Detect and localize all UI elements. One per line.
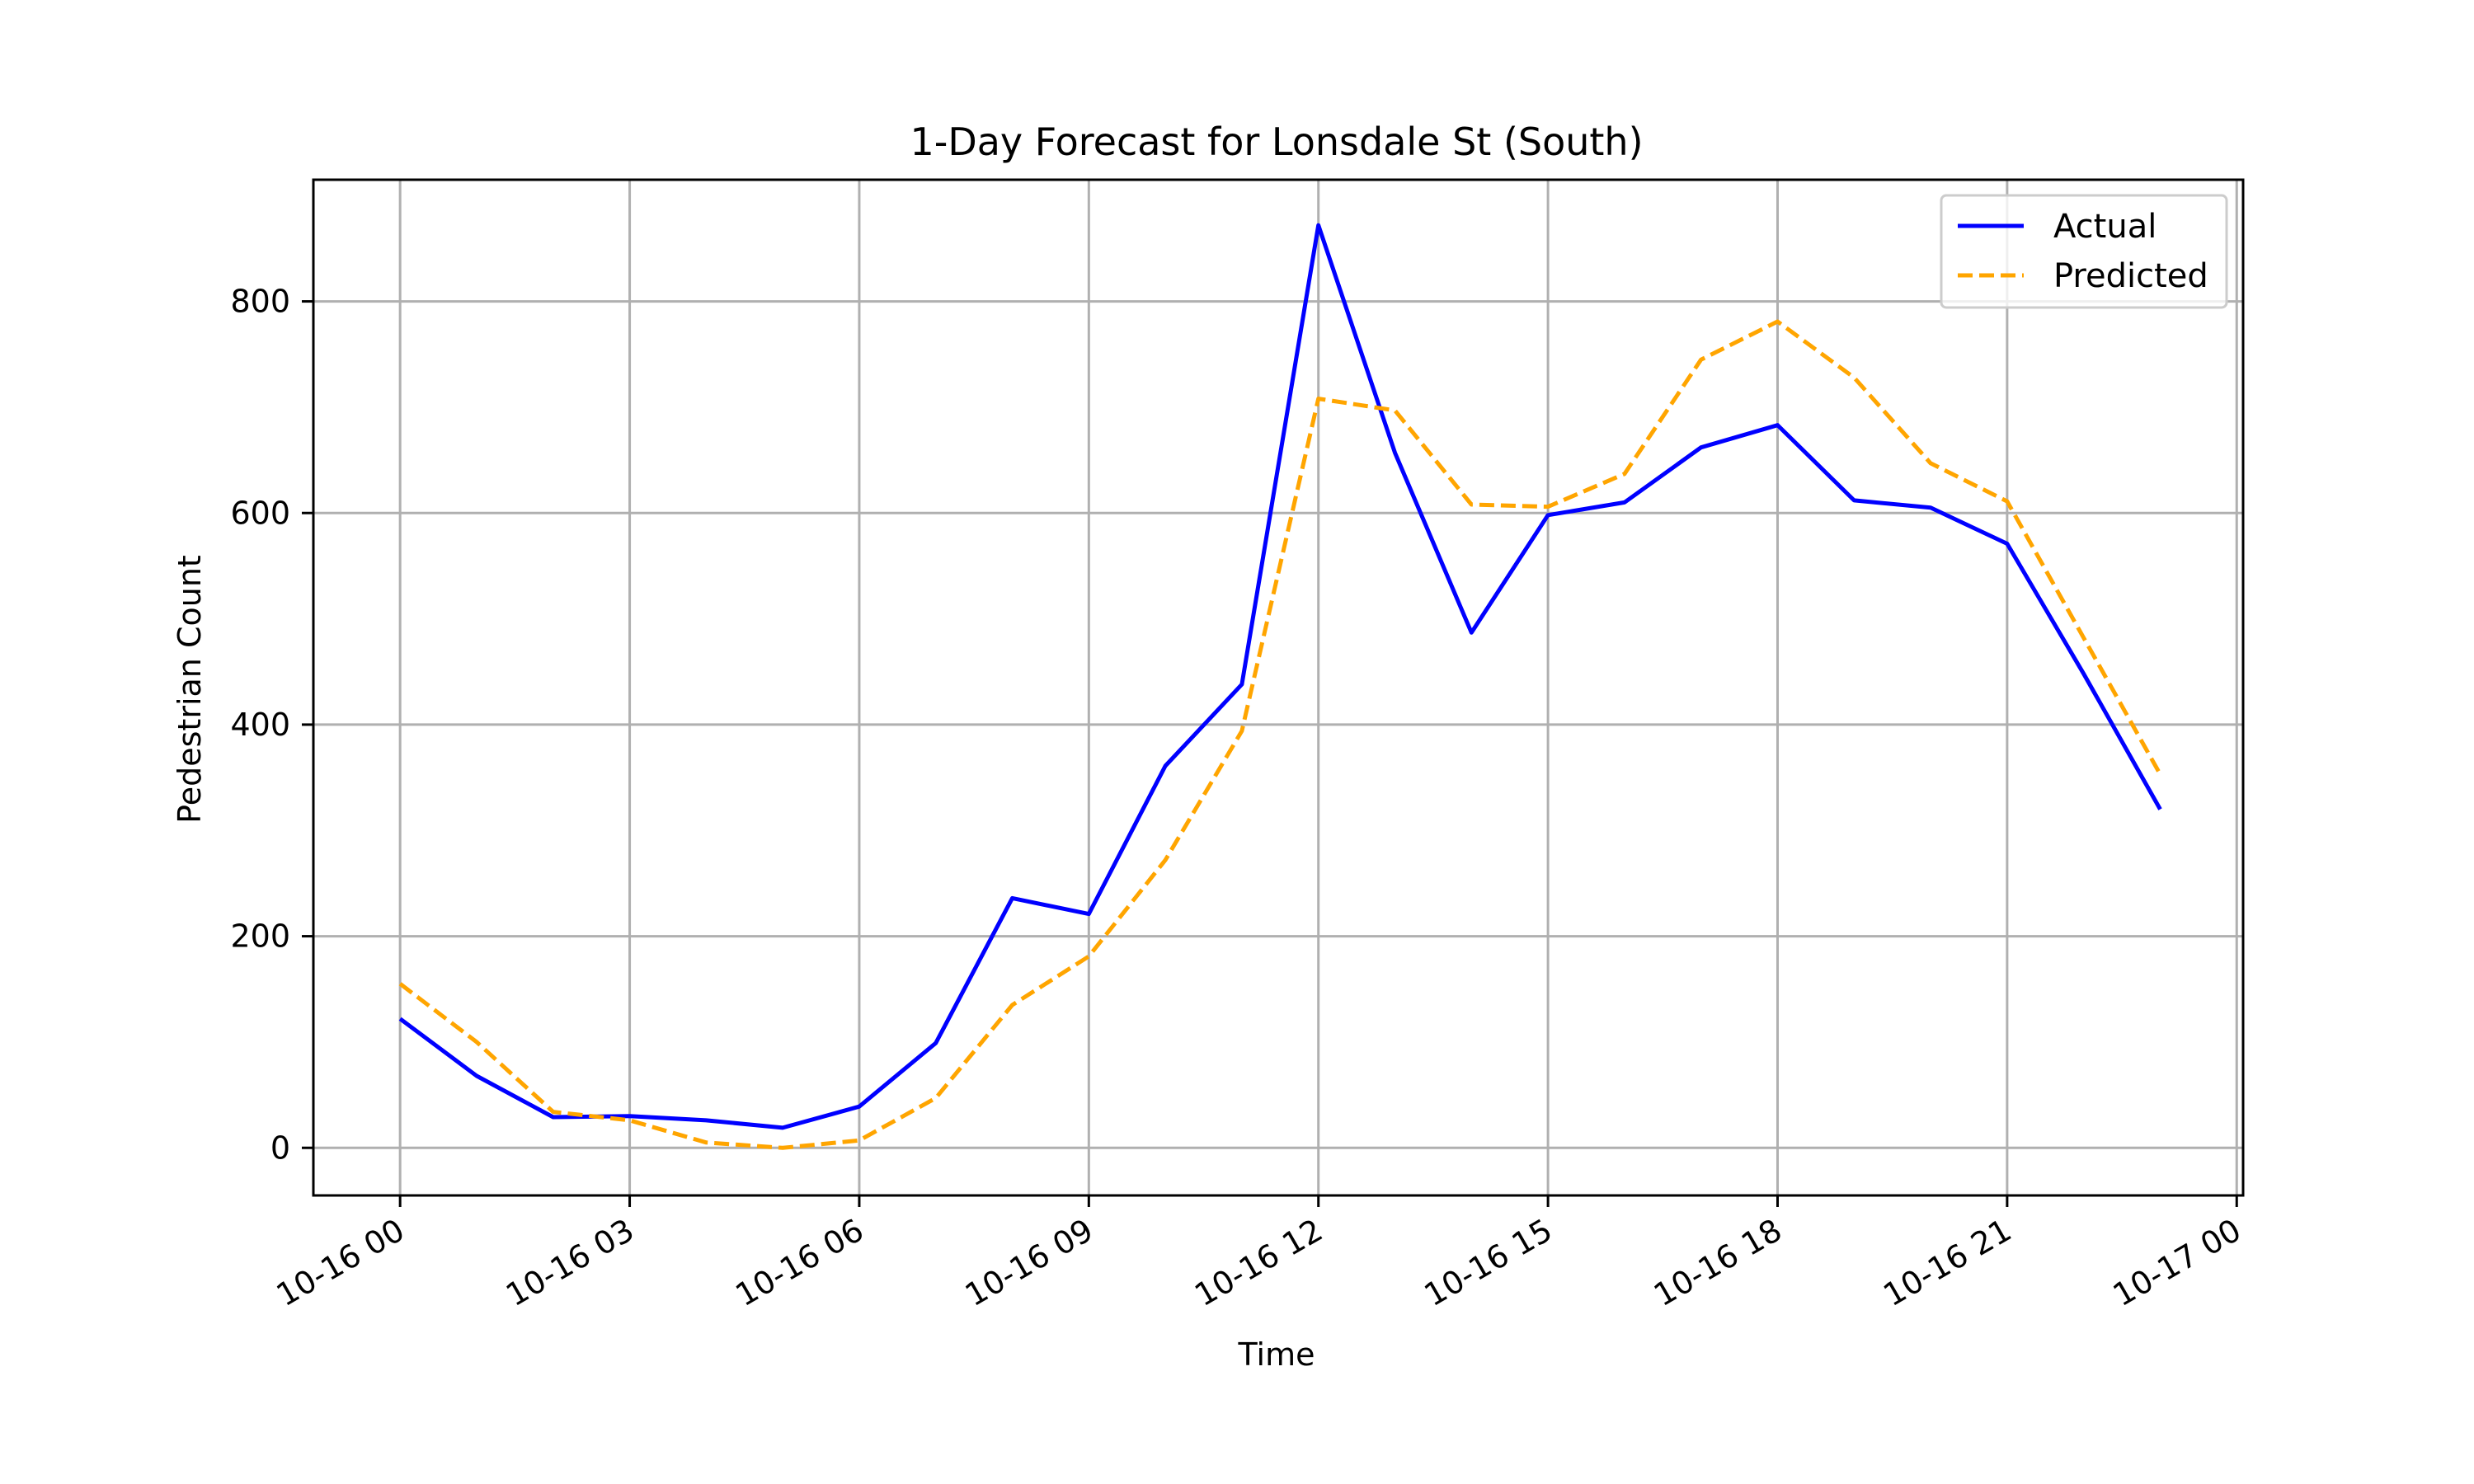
chart-title: 1-Day Forecast for Lonsdale St (South) [910,120,1643,164]
y-tick-label: 0 [270,1129,290,1166]
x-axis-label: Time [1238,1336,1315,1373]
y-tick-label: 800 [230,284,290,320]
grid [313,180,2243,1195]
axes-frame [312,178,2245,1197]
legend-box [1940,194,2228,309]
legend-label-predicted: Predicted [2053,257,2208,295]
series-lines [398,223,2162,1150]
y-tick-label: 200 [230,918,290,955]
y-tick-label: 400 [230,707,290,743]
series-line-actual [398,223,2162,1130]
legend: Actual Predicted [1940,194,2228,309]
series-line-predicted [398,319,2162,1150]
y-axis-label: Pedestrian Count [172,555,208,824]
y-axis-ticks: 0 200 400 600 800 [230,284,313,1166]
legend-label-actual: Actual [2053,208,2157,246]
y-tick-label: 600 [230,495,290,531]
